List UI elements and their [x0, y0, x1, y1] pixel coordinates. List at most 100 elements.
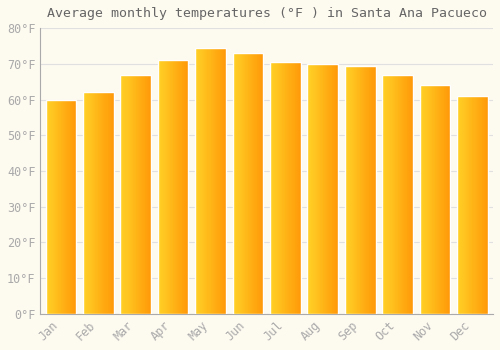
Bar [425, 85, 426, 314]
Bar [92, 92, 93, 314]
Bar [476, 96, 478, 314]
Bar [333, 64, 334, 314]
Bar [210, 48, 212, 314]
Bar [172, 60, 173, 314]
Bar [88, 92, 89, 314]
Bar [257, 53, 258, 314]
Bar [72, 99, 73, 314]
Bar [459, 96, 460, 314]
Bar [108, 92, 110, 314]
Bar [327, 64, 328, 314]
Bar [252, 53, 253, 314]
Bar [58, 99, 59, 314]
Bar [443, 85, 444, 314]
Bar [65, 99, 66, 314]
Bar [73, 99, 74, 314]
Bar [94, 92, 95, 314]
Bar [244, 53, 245, 314]
Bar [110, 92, 112, 314]
Bar [240, 53, 241, 314]
Bar [60, 99, 61, 314]
Bar [90, 92, 91, 314]
Bar [59, 99, 60, 314]
Bar [83, 92, 84, 314]
Bar [426, 85, 427, 314]
Bar [223, 48, 224, 314]
Bar [254, 53, 255, 314]
Bar [232, 53, 234, 314]
Bar [354, 65, 355, 314]
Bar [238, 53, 239, 314]
Bar [250, 53, 251, 314]
Bar [91, 92, 92, 314]
Bar [224, 48, 225, 314]
Bar [169, 60, 170, 314]
Bar [247, 53, 248, 314]
Bar [276, 62, 277, 314]
Bar [89, 92, 90, 314]
Bar [400, 75, 402, 314]
Bar [386, 75, 388, 314]
Bar [474, 96, 476, 314]
Bar [384, 75, 386, 314]
Bar [314, 64, 316, 314]
Title: Average monthly temperatures (°F ) in Santa Ana Pacueco: Average monthly temperatures (°F ) in Sa… [46, 7, 486, 20]
Bar [434, 85, 435, 314]
Bar [457, 96, 488, 314]
Bar [290, 62, 292, 314]
Bar [442, 85, 443, 314]
Bar [292, 62, 294, 314]
Bar [57, 99, 58, 314]
Bar [358, 65, 359, 314]
Bar [388, 75, 390, 314]
Bar [390, 75, 392, 314]
Bar [296, 62, 298, 314]
Bar [122, 75, 124, 314]
Bar [468, 96, 469, 314]
Bar [260, 53, 262, 314]
Bar [427, 85, 428, 314]
Bar [318, 64, 320, 314]
Bar [362, 65, 364, 314]
Bar [436, 85, 437, 314]
Bar [396, 75, 398, 314]
Bar [255, 53, 256, 314]
Bar [472, 96, 474, 314]
Bar [460, 96, 461, 314]
Bar [352, 65, 353, 314]
Bar [50, 99, 51, 314]
Bar [62, 99, 63, 314]
Bar [200, 48, 202, 314]
Bar [66, 99, 67, 314]
Bar [440, 85, 441, 314]
Bar [164, 60, 165, 314]
Bar [428, 85, 429, 314]
Bar [96, 92, 98, 314]
Bar [102, 92, 104, 314]
Bar [86, 92, 87, 314]
Bar [74, 99, 75, 314]
Bar [366, 65, 368, 314]
Bar [98, 92, 100, 314]
Bar [357, 65, 358, 314]
Bar [359, 65, 360, 314]
Bar [382, 75, 413, 314]
Bar [423, 85, 424, 314]
Bar [259, 53, 260, 314]
Bar [202, 48, 203, 314]
Bar [139, 75, 140, 314]
Bar [144, 75, 145, 314]
Bar [322, 64, 323, 314]
Bar [270, 62, 271, 314]
Bar [136, 75, 138, 314]
Bar [280, 62, 281, 314]
Bar [87, 92, 88, 314]
Bar [174, 60, 175, 314]
Bar [206, 48, 208, 314]
Bar [408, 75, 409, 314]
Bar [430, 85, 431, 314]
Bar [424, 85, 425, 314]
Bar [168, 60, 169, 314]
Bar [54, 99, 56, 314]
Bar [148, 75, 149, 314]
